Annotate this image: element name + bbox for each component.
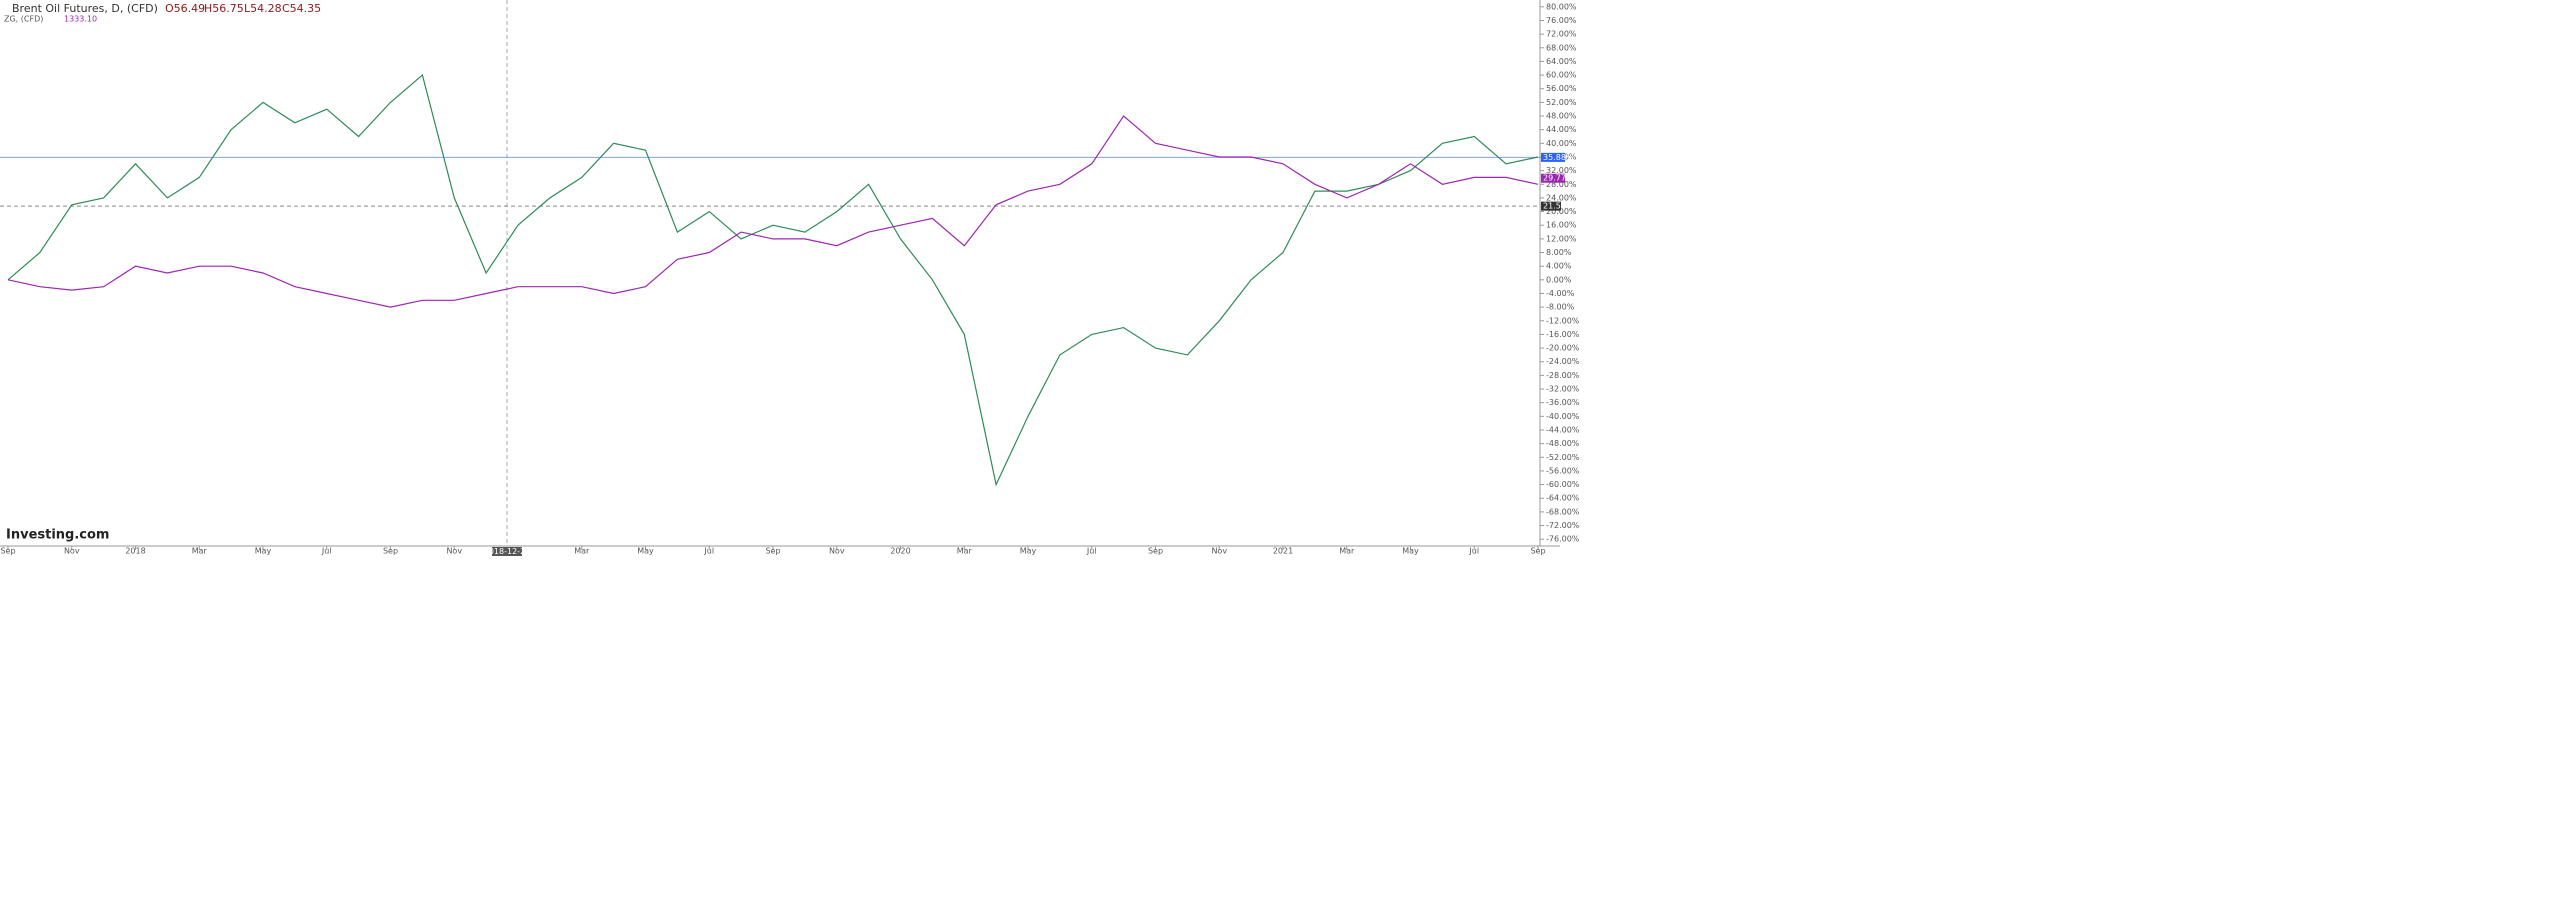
x-tick-label: 2018	[125, 547, 145, 556]
x-tick-label: Sep	[383, 547, 398, 556]
y-tick-label: -28.00%	[1546, 371, 1580, 380]
y-tick-label: -4.00%	[1546, 289, 1575, 298]
y-tick-label: -72.00%	[1546, 521, 1580, 530]
price-tag	[1541, 173, 1565, 183]
y-tick-label: 32.00%	[1546, 166, 1577, 175]
x-tick-label: Jul	[1086, 547, 1097, 556]
crosshair-x-label: 2018-12-26	[484, 547, 531, 556]
y-tick-label: -16.00%	[1546, 330, 1580, 339]
y-tick-label: -40.00%	[1546, 412, 1580, 421]
y-tick-label: 28.00%	[1546, 180, 1577, 189]
x-tick-label: May	[1020, 547, 1037, 556]
y-tick-label: 76.00%	[1546, 16, 1577, 25]
x-tick-label: May	[1402, 547, 1419, 556]
x-tick-label: Jul	[321, 547, 332, 556]
crosshair-y-box	[1541, 201, 1561, 211]
y-tick-label: 72.00%	[1546, 30, 1577, 39]
close: C54.35	[282, 2, 321, 15]
crosshair-y-label: 21.59	[1543, 202, 1566, 211]
low: L54.28	[244, 2, 282, 15]
series-line	[7, 115, 1539, 308]
y-tick-label: -52.00%	[1546, 453, 1580, 462]
y-tick-label: 12.00%	[1546, 234, 1577, 243]
x-tick-label: Mar	[957, 547, 973, 556]
y-tick-label: -20.00%	[1546, 344, 1580, 353]
y-tick-label: -64.00%	[1546, 494, 1580, 503]
y-tick-label: 64.00%	[1546, 57, 1577, 66]
y-tick-label: -8.00%	[1546, 303, 1575, 312]
y-tick-label: -48.00%	[1546, 439, 1580, 448]
y-tick-label: 24.00%	[1546, 193, 1577, 202]
x-tick-label: Sep	[1148, 547, 1163, 556]
y-tick-label: 0.00%	[1546, 275, 1572, 284]
y-tick-label: 4.00%	[1546, 262, 1572, 271]
y-tick-label: 8.00%	[1546, 248, 1572, 257]
y-tick-label: 60.00%	[1546, 71, 1577, 80]
y-tick-label: -32.00%	[1546, 385, 1580, 394]
price-tag-label: 29.77%	[1543, 174, 1574, 183]
price-tag	[1541, 152, 1565, 162]
x-tick-label: Sep	[0, 547, 15, 556]
compare-symbol[interactable]: ZG, (CFD)	[4, 15, 43, 24]
x-tick-label: Jul	[1468, 547, 1479, 556]
x-tick-label: Mar	[1339, 547, 1355, 556]
series-line	[7, 74, 1539, 487]
x-tick-label: Nov	[64, 547, 80, 556]
x-tick-label: Nov	[1211, 547, 1227, 556]
compare-value: 1333.10	[64, 15, 97, 24]
open: O56.49	[165, 2, 205, 15]
y-tick-label: -60.00%	[1546, 480, 1580, 489]
y-tick-label: -68.00%	[1546, 507, 1580, 516]
x-tick-label: May	[637, 547, 654, 556]
y-tick-label: 52.00%	[1546, 98, 1577, 107]
x-tick-label: 2021	[1273, 547, 1293, 556]
y-tick-label: -44.00%	[1546, 425, 1580, 434]
x-tick-label: Mar	[574, 547, 590, 556]
y-tick-label: 48.00%	[1546, 112, 1577, 121]
crosshair-x-box	[492, 547, 522, 556]
y-tick-label: 40.00%	[1546, 139, 1577, 148]
symbol[interactable]: Brent Oil Futures, D, (CFD)	[12, 2, 158, 15]
x-tick-label: Mar	[192, 547, 208, 556]
logo[interactable]: Investing.com	[6, 528, 109, 543]
high: H56.75	[204, 2, 244, 15]
price-tag-label: 35.88%	[1543, 153, 1574, 162]
x-tick-label: Sep	[765, 547, 780, 556]
x-tick-label: Nov	[446, 547, 462, 556]
y-tick-label: -36.00%	[1546, 398, 1580, 407]
y-tick-label: 16.00%	[1546, 221, 1577, 230]
y-tick-label: 20.00%	[1546, 207, 1577, 216]
y-tick-label: -56.00%	[1546, 466, 1580, 475]
y-tick-label: 80.00%	[1546, 2, 1577, 11]
y-tick-label: 68.00%	[1546, 43, 1577, 52]
x-tick-label: May	[255, 547, 272, 556]
x-tick-label: Nov	[829, 547, 845, 556]
y-tick-label: -24.00%	[1546, 357, 1580, 366]
y-tick-label: 44.00%	[1546, 125, 1577, 134]
y-tick-label: -76.00%	[1546, 535, 1580, 544]
y-tick-label: -12.00%	[1546, 316, 1580, 325]
x-tick-label: 2020	[890, 547, 910, 556]
x-tick-label: Sep	[1530, 547, 1545, 556]
x-tick-label: Jul	[703, 547, 714, 556]
y-tick-label: 56.00%	[1546, 84, 1577, 93]
